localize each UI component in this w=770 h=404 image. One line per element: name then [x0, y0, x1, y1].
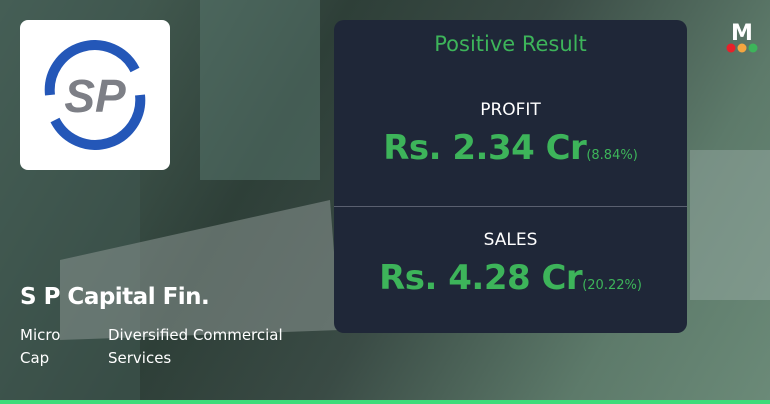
sector: Diversified Commercial Services — [108, 326, 283, 367]
svg-text:SP: SP — [64, 70, 126, 122]
sales-change: (20.22%) — [582, 278, 642, 293]
result-headline: Positive Result — [434, 32, 587, 56]
company-name: S P Capital Fin. — [20, 284, 210, 310]
divider — [334, 206, 687, 207]
sales-label: SALES — [483, 230, 538, 250]
profit-label: PROFIT — [480, 100, 541, 120]
svg-text:M: M — [731, 21, 753, 46]
company-logo: SP — [20, 20, 170, 170]
market-cap: Micro Cap — [20, 326, 61, 367]
bottom-accent-bar — [0, 400, 770, 404]
sales-value: Rs. 4.28 Cr(20.22%) — [379, 258, 642, 298]
brand-logo-icon: M — [726, 21, 758, 53]
profit-value: Rs. 2.34 Cr(8.84%) — [383, 128, 638, 168]
result-panel: Positive Result PROFIT Rs. 2.34 Cr(8.84%… — [334, 20, 687, 333]
profit-change: (8.84%) — [586, 148, 638, 163]
